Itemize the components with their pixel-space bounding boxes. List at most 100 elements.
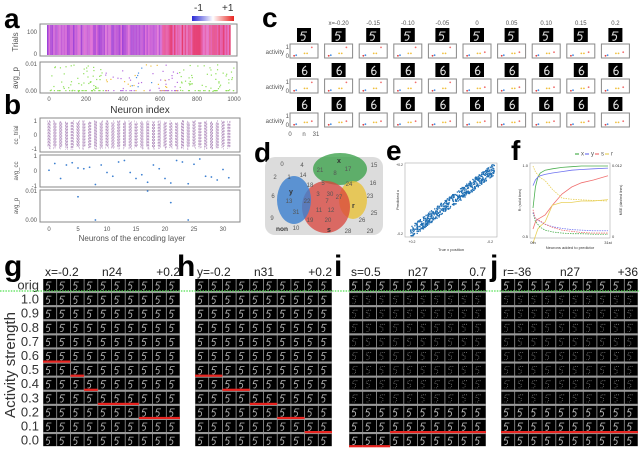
e-ytick: -0.2	[397, 232, 403, 236]
digit-cell	[209, 363, 222, 376]
digit-stroke	[100, 323, 107, 333]
digit-stroke	[293, 408, 300, 417]
digit-stroke	[503, 422, 510, 431]
heatmap-column	[134, 25, 136, 55]
venn-set-x	[313, 153, 367, 185]
threshold-marker	[304, 431, 319, 434]
activity-dot	[442, 87, 444, 90]
heatmap-column	[158, 25, 161, 55]
activity-dot	[476, 87, 479, 90]
digit-cell	[195, 335, 209, 348]
avg-p-point	[189, 80, 191, 83]
e-scatter-point	[421, 221, 423, 223]
e-scatter-point	[467, 190, 469, 192]
digit-cell	[349, 363, 363, 376]
digit-stroke	[266, 366, 272, 375]
e-scatter-point	[447, 204, 449, 206]
digit-cell	[417, 321, 431, 334]
digit-cell	[597, 307, 611, 320]
digit-stroke	[544, 65, 550, 76]
digit-stroke	[613, 281, 619, 290]
activity-dot	[340, 121, 343, 124]
avg-p-point	[191, 77, 193, 79]
heatmap-column	[216, 25, 219, 55]
digit-cell	[459, 279, 472, 291]
digit-cell	[305, 335, 318, 348]
activity-dot	[545, 87, 548, 90]
digit-stroke	[225, 309, 231, 318]
digit-stroke	[266, 408, 272, 417]
digit-stroke	[599, 380, 606, 389]
digit-stroke	[627, 352, 633, 361]
e-scatter-point	[454, 193, 456, 196]
digit-cell	[305, 321, 318, 334]
e-scatter-point	[491, 166, 494, 168]
e-scatter-point	[448, 201, 450, 204]
avg-p-point	[201, 84, 203, 86]
digit-stroke	[406, 380, 413, 389]
activity-dot	[535, 89, 538, 92]
activity-dot	[364, 54, 367, 57]
grid-panel-j: r=-36 n27 +36	[501, 265, 638, 447]
digit-stroke	[440, 65, 446, 76]
digit-cell	[195, 377, 209, 390]
activity-dot	[327, 54, 330, 57]
digit-stroke	[572, 380, 578, 389]
e-scatter-point	[420, 222, 423, 225]
e-scatter-point	[489, 172, 491, 174]
digit-stroke	[279, 436, 286, 445]
e-scatter-point	[474, 177, 477, 180]
digit-stroke	[293, 295, 300, 304]
digit-stroke	[301, 99, 308, 110]
heatmap-column	[86, 25, 89, 55]
digit-cell	[624, 377, 638, 390]
digit-cell	[390, 434, 404, 447]
digit-cell	[291, 363, 305, 376]
digit-cell	[209, 405, 222, 418]
digit-cell	[376, 293, 390, 306]
heatmap-column	[83, 25, 86, 55]
neuron-index-xlabel: Neuron index	[110, 105, 169, 116]
e-scatter-point	[446, 203, 448, 205]
venn-neuron-number: 31	[293, 210, 300, 216]
venn-set-s	[302, 181, 350, 233]
digit-stroke	[613, 422, 619, 431]
digit-stroke	[169, 380, 175, 389]
activity-dot	[548, 121, 551, 124]
digit-cell	[43, 307, 57, 320]
activity-dot	[622, 51, 625, 54]
e-scatter-point	[438, 206, 441, 208]
row-label: 0.0	[21, 433, 39, 448]
digit-stroke	[365, 281, 372, 290]
digit-stroke	[461, 366, 467, 375]
activity-dot	[570, 54, 572, 57]
digit-stroke	[475, 436, 481, 445]
digit-stroke	[321, 352, 327, 361]
avg-cc-point	[111, 175, 114, 178]
digit-cell	[556, 363, 570, 376]
avg-cc-point	[181, 161, 184, 163]
e-scatter-point	[474, 178, 477, 180]
e-scatter-point	[490, 176, 492, 178]
activity-dot	[518, 120, 521, 123]
e-scatter-point	[436, 207, 438, 209]
f-legend-label: y	[591, 152, 594, 158]
e-scatter-point	[420, 228, 422, 230]
avg-p-point	[94, 87, 97, 90]
avg-p-point	[137, 86, 139, 88]
activity-dot	[580, 52, 583, 55]
e-scatter-point	[465, 192, 468, 194]
digit-cell	[515, 405, 528, 418]
avg-p-point	[77, 90, 79, 92]
digit-stroke	[365, 352, 372, 361]
heatmap-column	[196, 25, 199, 55]
e-scatter-point	[475, 176, 477, 178]
heatmap-column	[186, 25, 188, 55]
e-scatter-point	[493, 164, 496, 167]
digit-stroke	[433, 436, 440, 445]
e-scatter-point	[488, 168, 490, 170]
digit-cell	[445, 363, 459, 376]
digit-stroke	[461, 408, 467, 417]
e-scatter-point	[458, 196, 460, 199]
